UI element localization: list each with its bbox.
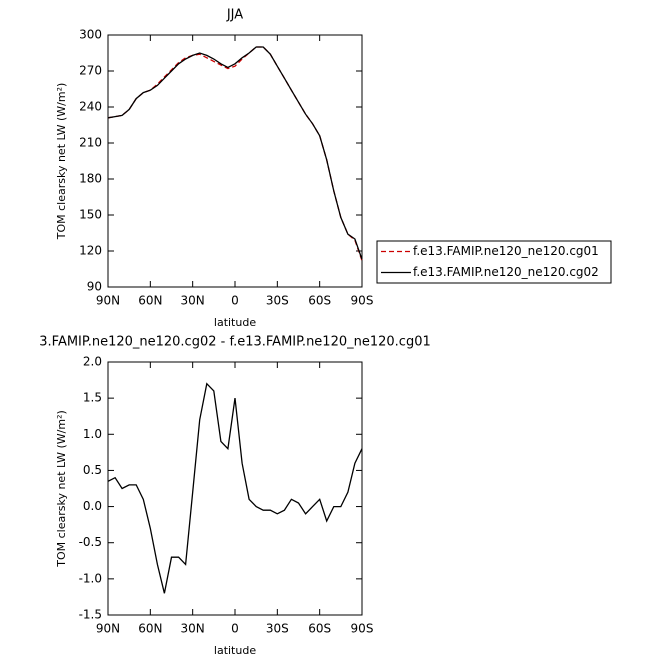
x-tick-label: 90S <box>351 622 374 636</box>
legend-label: f.e13.FAMIP.ne120_ne120.cg02 <box>413 265 599 279</box>
y-tick-label: 0.0 <box>83 499 102 513</box>
y-tick-label: 150 <box>79 208 102 222</box>
y-tick-label: 2.0 <box>83 355 102 369</box>
x-tick-label: 30N <box>181 294 205 308</box>
legend-box <box>376 240 612 284</box>
y-tick-label: 180 <box>79 172 102 186</box>
x-tick-label: 30S <box>266 622 289 636</box>
x-tick-label: 0 <box>231 622 239 636</box>
y-tick-label: 240 <box>79 100 102 114</box>
y-tick-label: -1.0 <box>79 571 102 585</box>
series-line <box>107 382 363 594</box>
y-tick-label: 210 <box>79 136 102 150</box>
x-axis-label: latitude <box>214 316 256 329</box>
y-tick-label: 0.5 <box>83 463 102 477</box>
y-tick-label: 300 <box>79 28 102 42</box>
y-tick-label: 90 <box>87 280 102 294</box>
x-tick-label: 60S <box>308 622 331 636</box>
y-tick-label: 1.0 <box>83 427 102 441</box>
legend-label: f.e13.FAMIP.ne120_ne120.cg01 <box>413 244 599 258</box>
x-axis-label: latitude <box>214 644 256 657</box>
y-tick-label: 1.5 <box>83 391 102 405</box>
x-tick-label: 60S <box>308 294 331 308</box>
y-axis-label: TOM clearsky net LW (W/m²) <box>55 410 68 568</box>
chart-title: JJA <box>226 8 243 23</box>
plot-frame <box>107 34 363 288</box>
x-tick-label: 90N <box>96 622 120 636</box>
series-line <box>107 46 363 261</box>
y-tick-label: 270 <box>79 64 102 78</box>
x-tick-label: 0 <box>231 294 239 308</box>
x-tick-label: 90S <box>351 294 374 308</box>
x-tick-label: 30S <box>266 294 289 308</box>
x-tick-label: 60N <box>138 622 162 636</box>
x-tick-label: 30N <box>181 622 205 636</box>
y-axis-label: TOM clearsky net LW (W/m²) <box>55 83 68 241</box>
series-line <box>107 46 363 260</box>
y-tick-label: -1.5 <box>79 608 102 622</box>
x-tick-label: 60N <box>138 294 162 308</box>
y-tick-label: -0.5 <box>79 535 102 549</box>
chart-title: 3.FAMIP.ne120_ne120.cg02 - f.e13.FAMIP.n… <box>39 335 431 350</box>
x-tick-label: 90N <box>96 294 120 308</box>
y-tick-label: 120 <box>79 244 102 258</box>
